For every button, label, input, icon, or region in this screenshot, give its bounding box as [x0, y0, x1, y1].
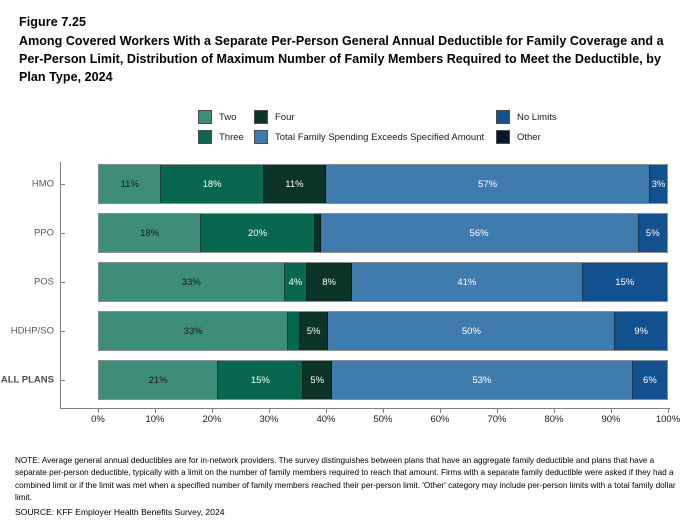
bar-segment: 4%: [284, 263, 308, 301]
y-axis-label-ppo: PPO: [33, 227, 54, 239]
x-axis-label: 0%: [91, 414, 105, 425]
bar-segment: 15%: [582, 263, 667, 301]
bar-segment: 15%: [218, 361, 304, 399]
x-axis-label: 90%: [601, 414, 621, 425]
x-axis-tick: [668, 408, 669, 413]
x-axis-tick: [98, 408, 99, 413]
x-axis-tick: [554, 408, 555, 413]
source-text: SOURCE: KFF Employer Health Benefits Sur…: [15, 506, 225, 517]
bar-segment: [314, 214, 321, 252]
bar-row: 33% 5% 50% 9%: [98, 311, 668, 351]
bar-segment: 20%: [201, 214, 315, 252]
bar-segment: 6%: [632, 361, 667, 399]
x-axis-tick: [212, 408, 213, 413]
x-axis-tick: [269, 408, 270, 413]
x-axis-label: 50%: [373, 414, 393, 425]
y-axis-label-hdhp-so: HDHP/SO: [10, 325, 54, 337]
y-axis-tick: [60, 380, 65, 381]
bar-segment: 5%: [299, 312, 329, 350]
legend-swatch-two: [198, 110, 212, 124]
x-axis-tick: [497, 408, 498, 413]
x-axis-tick: [155, 408, 156, 413]
note-text: NOTE: Average general annual deductibles…: [15, 456, 676, 503]
legend-item[interactable]: No Limits: [496, 110, 557, 124]
legend-swatch-no-limits: [496, 110, 510, 124]
bar-segment: 5%: [303, 361, 332, 399]
bar-segment: 9%: [615, 312, 667, 350]
y-axis-line: [60, 162, 61, 408]
y-axis-tick: [60, 282, 65, 283]
x-axis-tick: [383, 408, 384, 413]
x-axis-label: 20%: [202, 414, 222, 425]
x-axis-label: 70%: [487, 414, 507, 425]
bar-segment: 56%: [320, 214, 639, 252]
x-axis-label: 30%: [259, 414, 279, 425]
legend-item-label: Two: [219, 111, 237, 123]
bar-segment: 11%: [99, 165, 162, 203]
bar-segment: 5%: [638, 214, 667, 252]
bar-segment: 18%: [161, 165, 264, 203]
legend-swatch-four: [254, 110, 268, 124]
bar-segment: 41%: [352, 263, 583, 301]
y-axis-tick: [60, 184, 65, 185]
chart-legend: Two Three Four Total Family Spending Exceed…: [198, 110, 668, 150]
bar-segment: 21%: [99, 361, 219, 399]
bar-segment: 53%: [331, 361, 633, 399]
bar-segment: [288, 312, 300, 350]
legend-item[interactable]: Two: [198, 110, 236, 124]
legend-swatch-total-family-spending: [254, 130, 268, 144]
bar-segment: 3%: [649, 165, 667, 203]
bar-segment: 50%: [328, 312, 616, 350]
legend-item-label: Three: [219, 131, 244, 143]
legend-item-label: Four: [275, 111, 295, 123]
legend-column-2: Four Total Family Spending Exceeds Specif…: [254, 110, 494, 150]
title-block: Figure 7.25 Among Covered Workers With a…: [19, 14, 679, 86]
x-axis-label: 40%: [316, 414, 336, 425]
legend-swatch-three: [198, 130, 212, 144]
x-axis-line: [60, 408, 670, 409]
chart-plot-area: HMO 11% 18% 11% 57% 3% PPO 18% 20% 56% 5% POS 33% 4% 8…: [0, 160, 698, 425]
bar-segment: 11%: [263, 165, 327, 203]
x-axis-label: 80%: [544, 414, 564, 425]
bar-row: 33% 4% 8% 41% 15%: [98, 262, 668, 302]
legend-item[interactable]: Four: [254, 110, 295, 124]
legend-column-1: Two Three: [198, 110, 254, 150]
x-axis-tick: [440, 408, 441, 413]
bar-segment: 57%: [326, 165, 650, 203]
bar-segment: 33%: [99, 263, 285, 301]
bar-row: 11% 18% 11% 57% 3%: [98, 164, 668, 204]
x-axis-label: 60%: [430, 414, 450, 425]
legend-item[interactable]: Three: [198, 130, 244, 144]
figure-number: Figure 7.25: [19, 15, 87, 29]
legend-item-label: Total Family Spending Exceeds Specified …: [275, 131, 485, 143]
x-axis-tick: [611, 408, 612, 413]
x-axis-label: 10%: [145, 414, 165, 425]
bar-segment: 18%: [99, 214, 202, 252]
y-axis-label-all-plans: ALL PLANS: [0, 374, 54, 386]
bar-row: 18% 20% 56% 5%: [98, 213, 668, 253]
legend-item[interactable]: Total Family Spending Exceeds Specified …: [254, 130, 484, 144]
x-axis-label: 100%: [655, 414, 681, 425]
footer-block: NOTE: Average general annual deductibles…: [15, 455, 687, 518]
bar-segment: 33%: [99, 312, 289, 350]
y-axis-tick: [60, 331, 65, 332]
legend-item-label: No Limits: [517, 111, 557, 123]
x-axis-tick: [326, 408, 327, 413]
y-axis-tick: [60, 233, 65, 234]
legend-item[interactable]: Other: [496, 130, 541, 144]
legend-column-3: No Limits Other: [496, 110, 666, 150]
page-title: Among Covered Workers With a Separate Pe…: [19, 34, 664, 84]
y-axis-label-pos: POS: [33, 276, 54, 288]
legend-item-label: Other: [517, 131, 541, 143]
bar-row: 21% 15% 5% 53% 6%: [98, 360, 668, 400]
bar-segment: 8%: [307, 263, 353, 301]
legend-swatch-other: [496, 130, 510, 144]
y-axis-label-hmo: HMO: [31, 178, 54, 190]
